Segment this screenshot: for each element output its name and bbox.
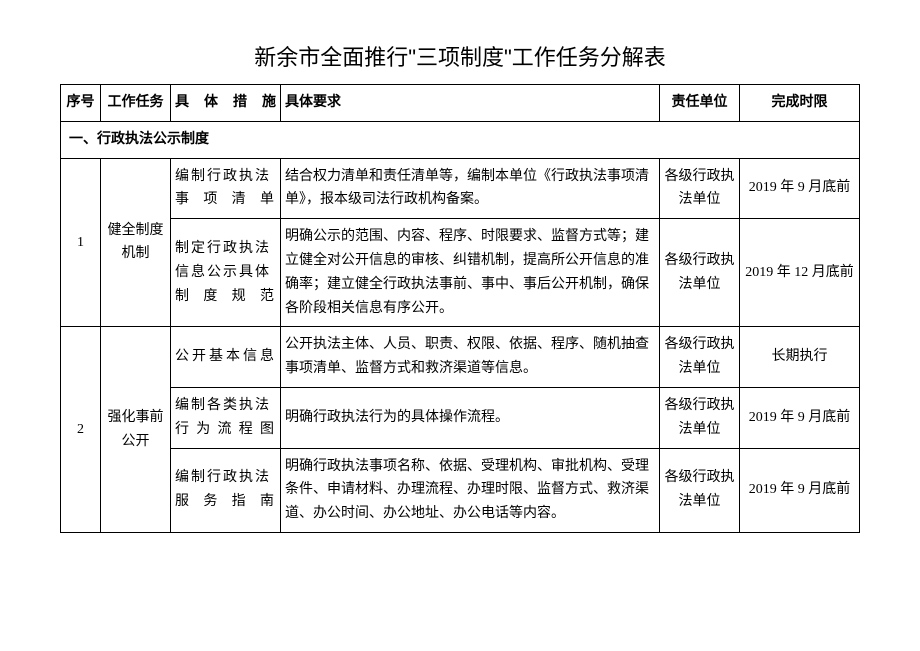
- cell-idx: 2: [61, 327, 101, 533]
- table-row: 2 强化事前公开 公开基本信息 公开执法主体、人员、职责、权限、依据、程序、随机…: [61, 327, 860, 388]
- cell-measure: 制定行政执法信息公示具体制度规范: [171, 219, 281, 327]
- cell-req: 结合权力清单和责任清单等，编制本单位《行政执法事项清单》，报本级司法行政机构备案…: [281, 158, 660, 219]
- cell-unit: 各级行政执法单位: [660, 448, 740, 532]
- cell-unit: 各级行政执法单位: [660, 219, 740, 327]
- cell-task: 强化事前公开: [101, 327, 171, 533]
- header-unit: 责任单位: [660, 85, 740, 122]
- cell-measure: 编制行政执法服务指南: [171, 448, 281, 532]
- cell-unit: 各级行政执法单位: [660, 158, 740, 219]
- cell-measure: 公开基本信息: [171, 327, 281, 388]
- cell-unit: 各级行政执法单位: [660, 327, 740, 388]
- table-header-row: 序号 工作任务 具体措施 具体要求 责任单位 完成时限: [61, 85, 860, 122]
- cell-deadline: 2019 年 9 月底前: [740, 158, 860, 219]
- cell-unit: 各级行政执法单位: [660, 387, 740, 448]
- table-row: 制定行政执法信息公示具体制度规范 明确公示的范围、内容、程序、时限要求、监督方式…: [61, 219, 860, 327]
- section-row: 一、行政执法公示制度: [61, 121, 860, 158]
- table-row: 1 健全制度机制 编制行政执法事项清单 结合权力清单和责任清单等，编制本单位《行…: [61, 158, 860, 219]
- cell-deadline: 2019 年 9 月底前: [740, 448, 860, 532]
- table-row: 编制各类执法行为流程图 明确行政执法行为的具体操作流程。 各级行政执法单位 20…: [61, 387, 860, 448]
- cell-measure: 编制行政执法事项清单: [171, 158, 281, 219]
- table-row: 编制行政执法服务指南 明确行政执法事项名称、依据、受理机构、审批机构、受理条件、…: [61, 448, 860, 532]
- section-label: 一、行政执法公示制度: [61, 121, 860, 158]
- cell-req: 公开执法主体、人员、职责、权限、依据、程序、随机抽查事项清单、监督方式和救济渠道…: [281, 327, 660, 388]
- task-breakdown-table: 序号 工作任务 具体措施 具体要求 责任单位 完成时限 一、行政执法公示制度 1…: [60, 84, 860, 533]
- header-task: 工作任务: [101, 85, 171, 122]
- cell-deadline: 2019 年 9 月底前: [740, 387, 860, 448]
- cell-deadline: 长期执行: [740, 327, 860, 388]
- header-req: 具体要求: [281, 85, 660, 122]
- cell-req: 明确行政执法行为的具体操作流程。: [281, 387, 660, 448]
- cell-deadline: 2019 年 12 月底前: [740, 219, 860, 327]
- cell-task: 健全制度机制: [101, 158, 171, 327]
- cell-idx: 1: [61, 158, 101, 327]
- header-idx: 序号: [61, 85, 101, 122]
- page-title: 新余市全面推行"三项制度"工作任务分解表: [60, 40, 860, 72]
- cell-measure: 编制各类执法行为流程图: [171, 387, 281, 448]
- cell-req: 明确公示的范围、内容、程序、时限要求、监督方式等；建立健全对公开信息的审核、纠错…: [281, 219, 660, 327]
- header-measure: 具体措施: [171, 85, 281, 122]
- cell-req: 明确行政执法事项名称、依据、受理机构、审批机构、受理条件、申请材料、办理流程、办…: [281, 448, 660, 532]
- header-deadline: 完成时限: [740, 85, 860, 122]
